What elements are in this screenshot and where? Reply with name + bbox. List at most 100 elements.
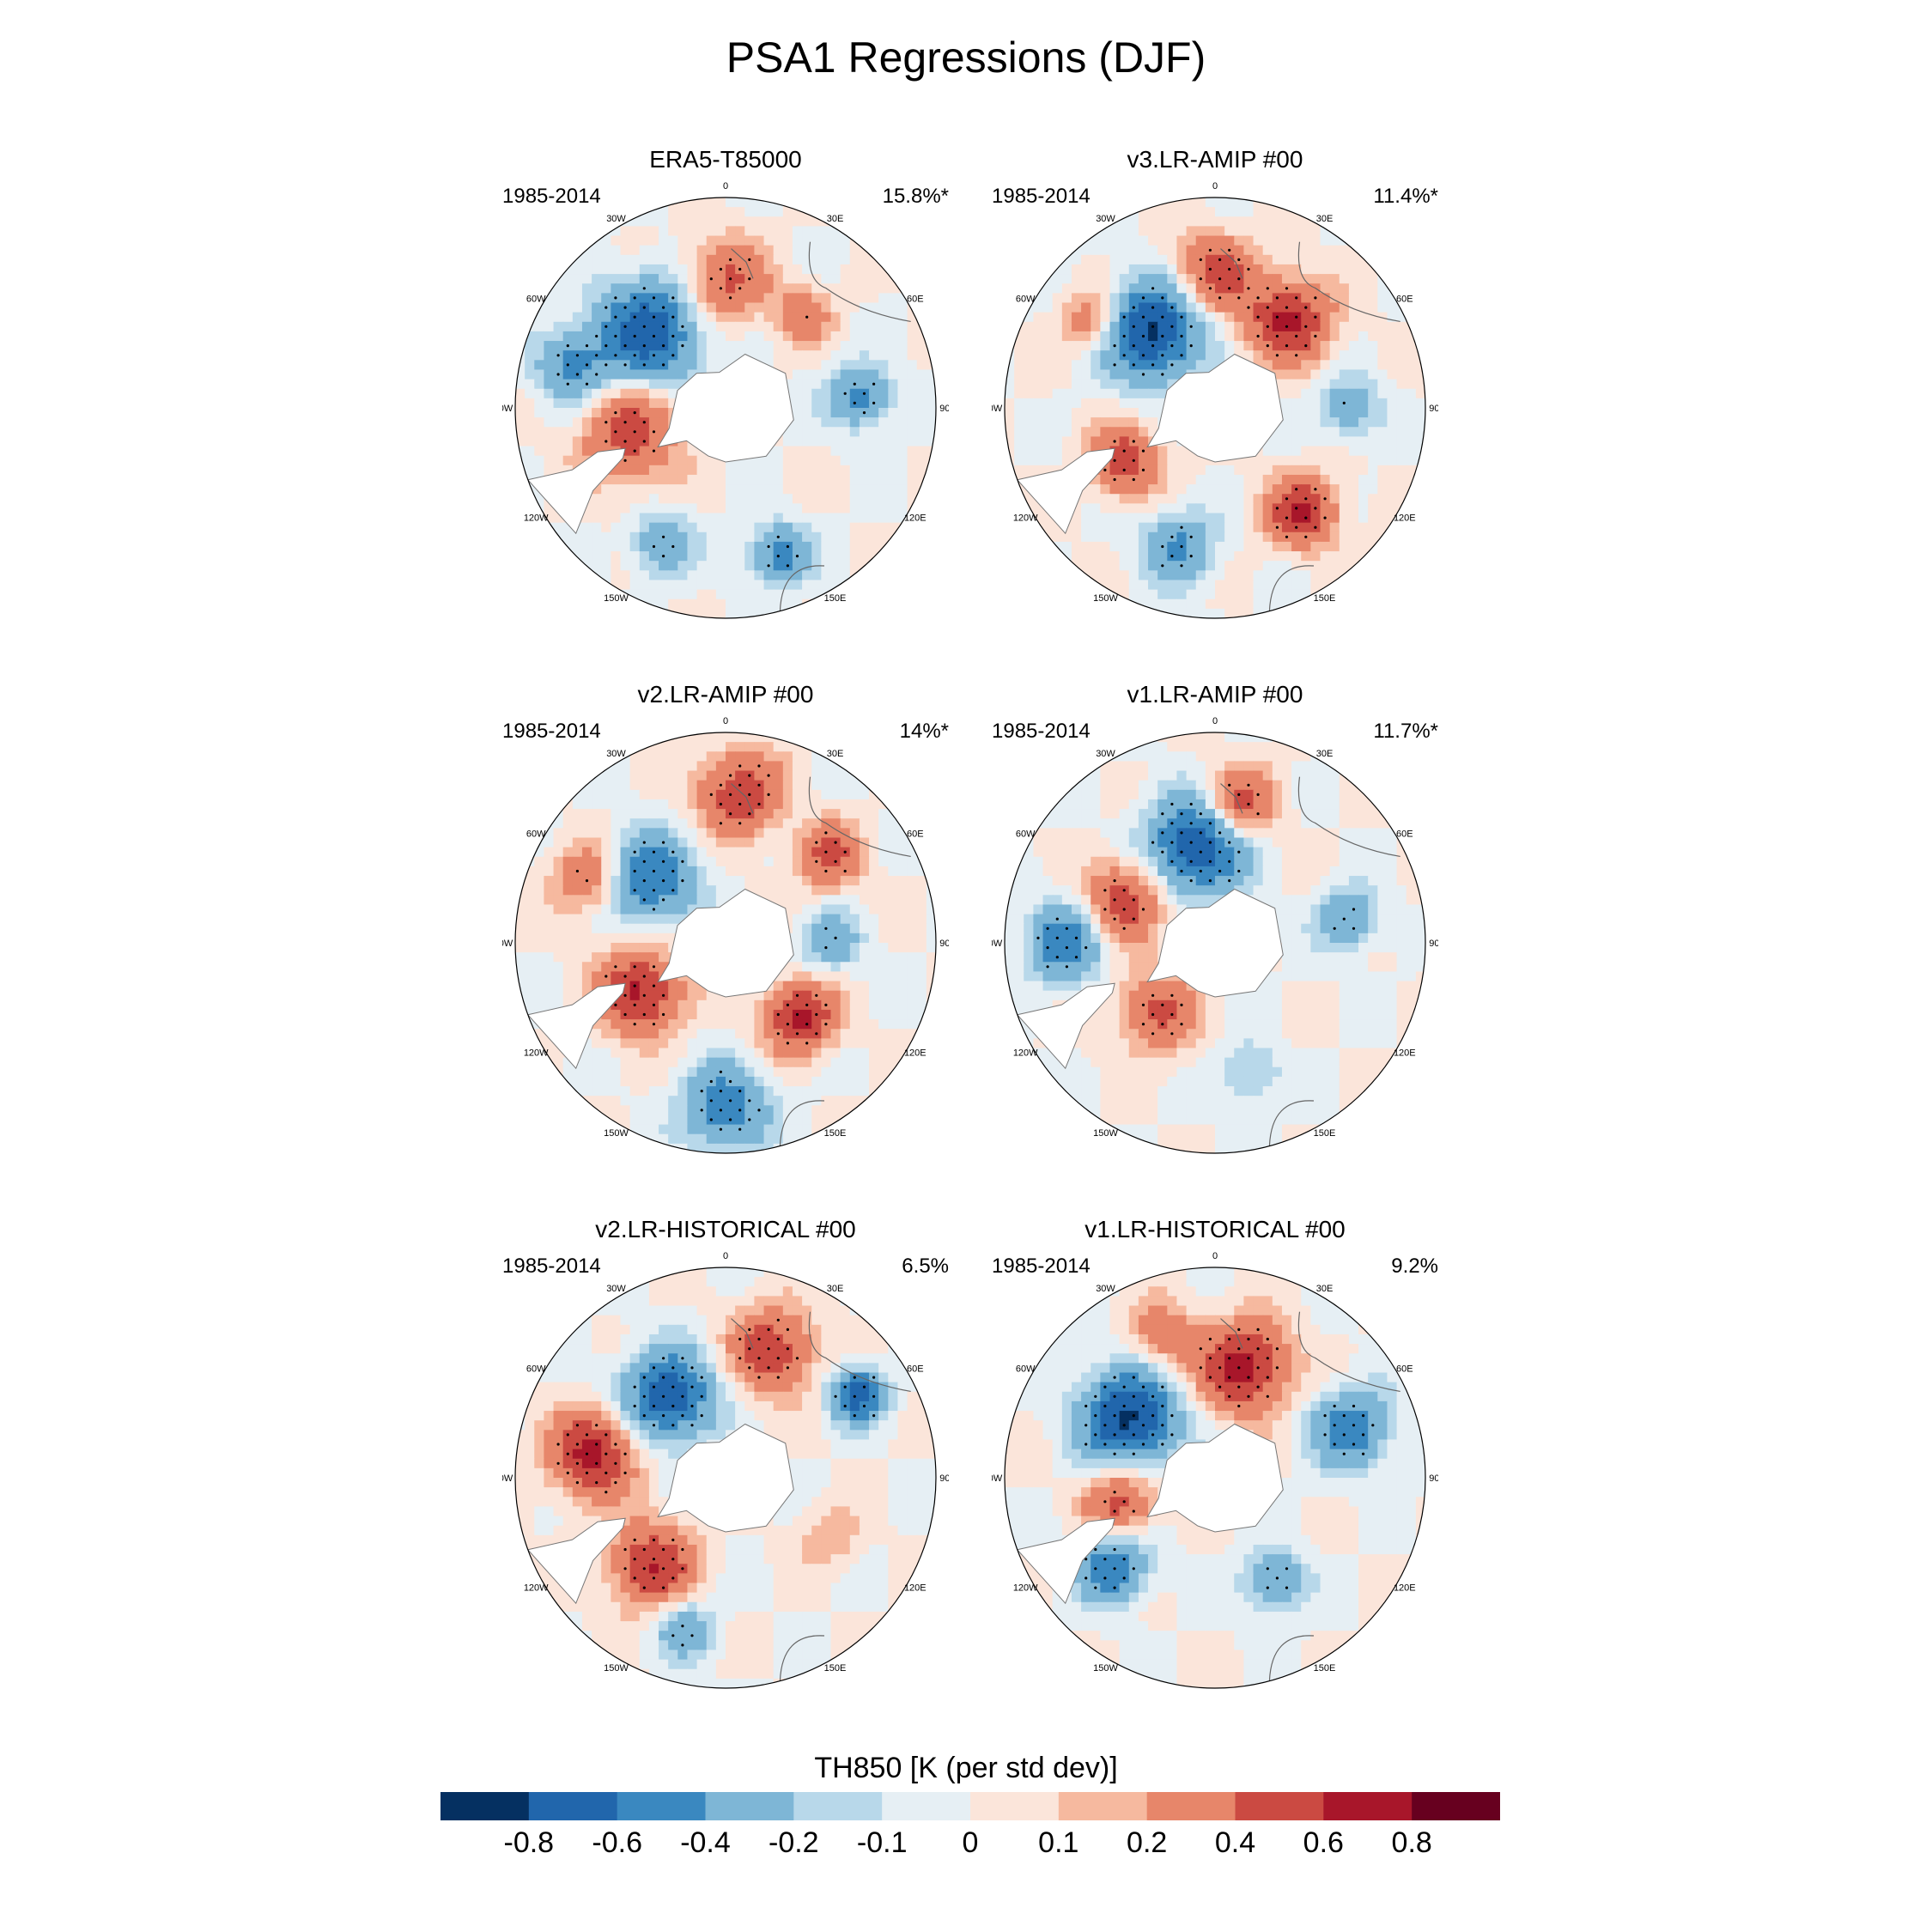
map-panel: v2.LR-AMIP #00 1985-2014 14%* 0 30E 60E 90E… — [502, 681, 949, 1162]
longitude-label: 90W — [992, 1473, 1003, 1484]
longitude-label: 150E — [824, 593, 847, 604]
longitude-label: 180 — [718, 1696, 733, 1697]
longitude-label: 30W — [1096, 749, 1115, 759]
new-zealand-coastline — [731, 783, 754, 814]
longitude-label: 120E — [904, 1048, 927, 1059]
longitude-label: 0 — [1212, 1251, 1218, 1261]
longitude-label: 150W — [1093, 1663, 1118, 1674]
longitude-label: 180 — [1207, 626, 1223, 627]
map-border — [1004, 732, 1426, 1154]
new-zealand-coastline — [1220, 783, 1243, 814]
australia-coastline — [1297, 1311, 1400, 1393]
longitude-label: 30W — [606, 1284, 626, 1294]
longitude-label: 60E — [907, 295, 924, 305]
longitude-label: 180 — [718, 1161, 733, 1162]
panel-title: ERA5-T85000 — [649, 146, 802, 173]
longitude-label: 60E — [907, 829, 924, 840]
africa-coastline — [1268, 1635, 1315, 1681]
longitude-label: 150E — [1314, 1128, 1336, 1139]
longitude-label: 60W — [526, 829, 546, 840]
longitude-label: 30E — [1316, 1284, 1334, 1294]
longitude-label: 60W — [1016, 295, 1036, 305]
new-zealand-coastline — [731, 1318, 754, 1349]
colorbar-tick-label: -0.8 — [503, 1826, 555, 1859]
longitude-label: 30W — [606, 749, 626, 759]
map-border — [514, 1267, 937, 1689]
south-america-landmass — [526, 982, 626, 1070]
longitude-label: 120W — [1013, 1048, 1038, 1059]
variance-label: 6.5% — [902, 1255, 949, 1278]
longitude-label: 30E — [1316, 749, 1334, 759]
longitude-label: 30E — [827, 1284, 844, 1294]
australia-coastline — [808, 241, 911, 323]
longitude-label: 30W — [1096, 1284, 1115, 1294]
map-panel: v3.LR-AMIP #00 1985-2014 11.4%* 0 30E 60E 9… — [992, 146, 1438, 627]
longitude-label: 0 — [723, 1251, 728, 1261]
significance-stippling — [556, 258, 876, 568]
longitude-label: 120E — [1394, 1048, 1416, 1059]
polar-map: 0 30E 60E 90E 120E 150E 180 150W 120W 90W 60W 30W — [992, 1251, 1438, 1697]
longitude-label: 90W — [992, 939, 1003, 949]
period-label: 1985-2014 — [502, 1255, 601, 1278]
longitude-label: 120W — [524, 1048, 549, 1059]
longitude-label: 150E — [824, 1663, 847, 1674]
antarctica-landmass — [1146, 1423, 1284, 1533]
antarctica-landmass — [1146, 888, 1284, 998]
longitude-label: 90W — [992, 404, 1003, 414]
longitude-label: 90W — [502, 404, 513, 414]
australia-coastline — [1297, 776, 1400, 858]
longitude-label: 90E — [1429, 939, 1438, 949]
period-label: 1985-2014 — [992, 185, 1091, 208]
colorbar-tick-label: -0.6 — [592, 1826, 642, 1859]
longitude-label: 60E — [907, 1364, 924, 1375]
variance-label: 14%* — [899, 720, 949, 743]
colorbar-segment — [1412, 1792, 1500, 1820]
colorbar-tick-label: 0.6 — [1303, 1826, 1344, 1859]
significance-stippling — [575, 764, 847, 1131]
antarctica-landmass — [657, 1423, 794, 1533]
longitude-label: 120W — [524, 1583, 549, 1594]
significance-stippling — [1103, 248, 1346, 568]
colorbar-tick-label: 0 — [962, 1826, 979, 1859]
longitude-label: 60E — [1396, 829, 1413, 840]
map-border — [1004, 197, 1426, 619]
colorbar-title: TH850 [K (per std dev)] — [814, 1752, 1118, 1784]
figure-title: PSA1 Regressions (DJF) — [726, 33, 1206, 82]
longitude-label: 90E — [1429, 1473, 1438, 1484]
polar-map: 0 30E 60E 90E 120E 150E 180 150W 120W 90W 60W 30W — [992, 716, 1438, 1162]
longitude-label: 90E — [939, 939, 949, 949]
period-label: 1985-2014 — [502, 185, 601, 208]
variance-label: 15.8%* — [882, 185, 949, 208]
colorbar-segment — [1235, 1792, 1324, 1820]
map-border — [1004, 1267, 1426, 1689]
map-border — [514, 732, 937, 1154]
longitude-label: 150W — [604, 1663, 629, 1674]
longitude-label: 0 — [723, 181, 728, 191]
map-panel: v1.LR-AMIP #00 1985-2014 11.7%* 0 30E 60E 9… — [992, 681, 1438, 1162]
period-label: 1985-2014 — [992, 720, 1091, 743]
colorbar-segment — [1146, 1792, 1236, 1820]
colorbar-tick-label: -0.4 — [680, 1826, 731, 1859]
polar-map: 0 30E 60E 90E 120E 150E 180 150W 120W 90W 60W 30W — [992, 181, 1438, 627]
longitude-label: 150W — [604, 1128, 629, 1139]
panel-title: v1.LR-AMIP #00 — [1127, 681, 1303, 708]
longitude-label: 30E — [827, 214, 844, 224]
longitude-label: 150E — [1314, 593, 1336, 604]
colorbar-segment — [705, 1792, 794, 1820]
south-america-landmass — [1016, 1517, 1115, 1605]
variance-label: 11.4%* — [1373, 185, 1438, 208]
longitude-label: 120W — [524, 513, 549, 524]
colorbar-tick-label: 0.4 — [1214, 1826, 1256, 1859]
panel-title: v1.LR-HISTORICAL #00 — [1084, 1216, 1346, 1242]
map-panel: ERA5-T85000 1985-2014 15.8%* 0 30E 60E 90E 1… — [502, 146, 949, 627]
colorbar-tick-label: 0.1 — [1038, 1826, 1079, 1859]
period-label: 1985-2014 — [502, 720, 601, 743]
africa-coastline — [1268, 1100, 1315, 1146]
longitude-label: 150E — [824, 1128, 847, 1139]
africa-coastline — [779, 1635, 825, 1681]
longitude-label: 30E — [827, 749, 844, 759]
panel-title: v3.LR-AMIP #00 — [1127, 146, 1303, 173]
longitude-label: 120E — [1394, 513, 1416, 524]
colorbar-segment — [1058, 1792, 1148, 1820]
